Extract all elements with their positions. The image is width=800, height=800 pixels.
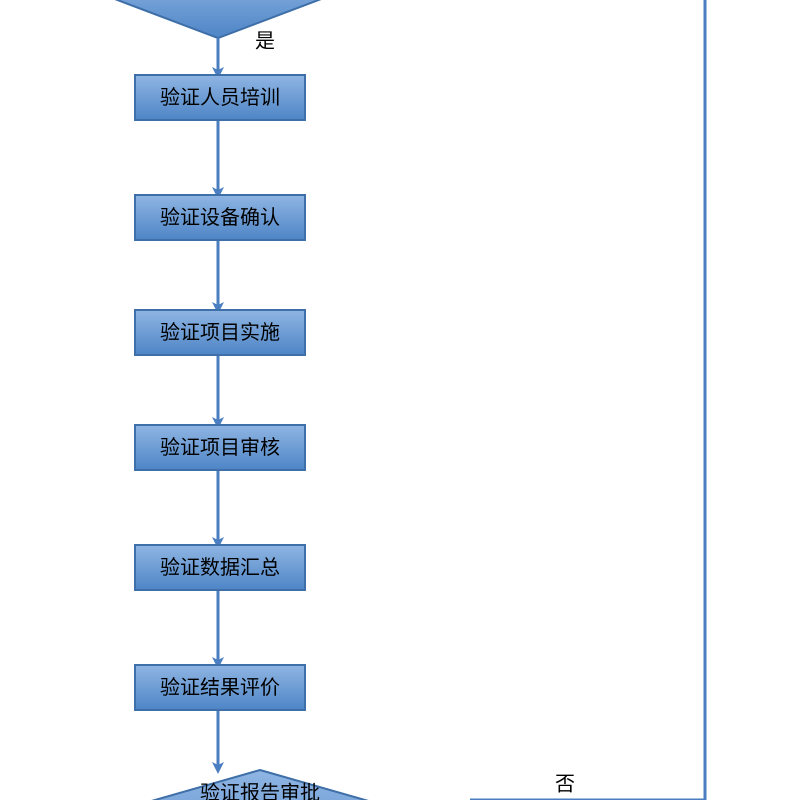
node-label: 验证设备确认 xyxy=(160,206,280,229)
node-label: 验证结果评价 xyxy=(160,676,280,699)
node-n1: 验证人员培训 xyxy=(135,75,305,120)
node-label: 验证数据汇总 xyxy=(160,556,280,579)
edge-label-yes: 是 xyxy=(255,30,275,52)
node-n6: 验证结果评价 xyxy=(135,665,305,710)
node-n5: 验证数据汇总 xyxy=(135,545,305,590)
flowchart-canvas: 是验证人员培训验证设备确认验证项目实施验证项目审核验证数据汇总验证结果评价验证报… xyxy=(0,0,800,800)
decision-bottom-label: 验证报告审批 xyxy=(200,781,320,800)
node-label: 验证人员培训 xyxy=(160,86,280,109)
decision-top-tip xyxy=(38,0,398,38)
edge-label-no: 否 xyxy=(555,773,575,795)
node-label: 验证项目实施 xyxy=(160,321,280,344)
node-label: 验证项目审核 xyxy=(160,436,280,459)
node-n3: 验证项目实施 xyxy=(135,310,305,355)
node-n2: 验证设备确认 xyxy=(135,195,305,240)
node-n4: 验证项目审核 xyxy=(135,425,305,470)
edges: 是 xyxy=(218,30,275,768)
